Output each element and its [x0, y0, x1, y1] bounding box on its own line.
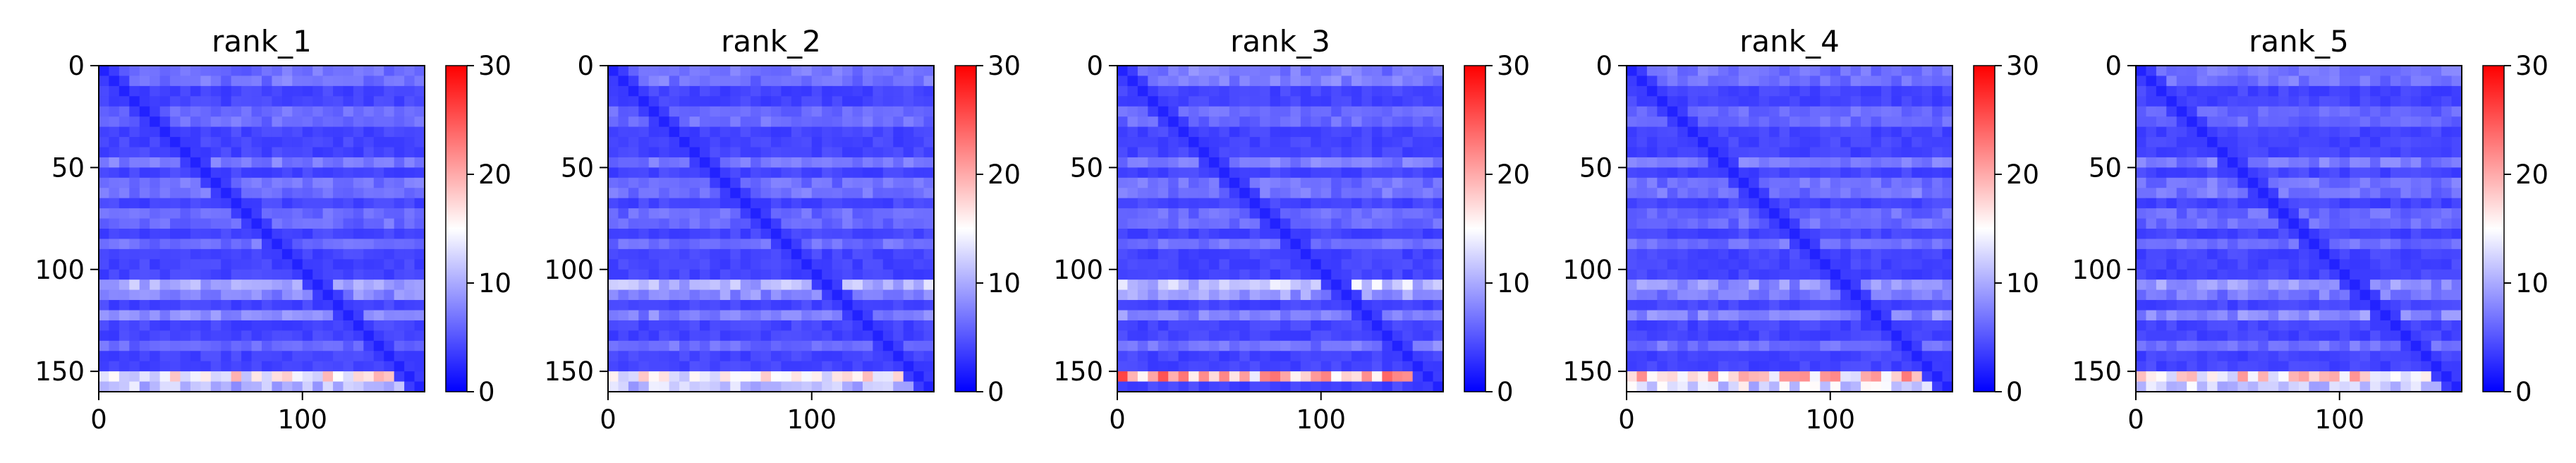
heatmap-cells	[2136, 66, 2462, 392]
axes-frame	[1117, 65, 1444, 392]
x-tick-label: 100	[1805, 404, 1855, 435]
x-tick-label: 100	[1296, 404, 1346, 435]
y-tick-label: 50	[561, 152, 594, 183]
y-tick-label: 50	[1579, 152, 1612, 183]
x-tick-label: 0	[1618, 404, 1635, 435]
colorbar-frame	[445, 65, 468, 392]
heatmap-cells	[99, 66, 425, 392]
x-tick-label: 0	[2127, 404, 2144, 435]
x-tick-label: 0	[90, 404, 107, 435]
x-tick-label: 100	[277, 404, 327, 435]
colorbar-tick-label: 30	[2515, 51, 2548, 81]
panel-title: rank_4	[1739, 24, 1840, 59]
colorbar-tick-label: 10	[2006, 268, 2039, 299]
y-tick-label: 100	[544, 255, 594, 285]
y-tick-label: 0	[1086, 51, 1103, 81]
colorbar-tick-label: 20	[2006, 160, 2039, 190]
colorbar	[1974, 66, 1995, 392]
colorbar-tick-label: 30	[2006, 51, 2039, 81]
colorbar-tick-label: 20	[988, 160, 1021, 190]
colorbar-frame	[1464, 65, 1486, 392]
y-tick-label: 50	[1070, 152, 1103, 183]
y-tick-label: 50	[51, 152, 85, 183]
colorbar-tick-label: 0	[988, 377, 1004, 407]
axes-frame	[1626, 65, 1953, 392]
y-tick-label: 150	[1053, 356, 1103, 387]
y-tick-label: 50	[2089, 152, 2122, 183]
axes-frame	[2135, 65, 2462, 392]
colorbar-tick-label: 0	[2006, 377, 2023, 407]
x-tick-label: 100	[2314, 404, 2364, 435]
y-tick-label: 100	[1562, 255, 1612, 285]
colorbar-tick-label: 10	[2515, 268, 2548, 299]
y-tick-label: 150	[1562, 356, 1612, 387]
x-tick-label: 0	[600, 404, 616, 435]
y-tick-label: 150	[2072, 356, 2122, 387]
panel-title: rank_5	[2249, 24, 2349, 59]
colorbar	[955, 66, 976, 392]
axes-frame	[98, 65, 425, 392]
y-tick-label: 150	[544, 356, 594, 387]
colorbar-tick-label: 10	[478, 268, 511, 299]
colorbar-tick-label: 0	[2515, 377, 2532, 407]
heatmap-cells	[608, 66, 935, 392]
panel-title: rank_2	[721, 24, 821, 59]
colorbar-frame	[954, 65, 977, 392]
colorbar-tick-label: 10	[1497, 268, 1530, 299]
y-tick-label: 0	[1596, 51, 1612, 81]
colorbar-tick-label: 20	[1497, 160, 1530, 190]
y-tick-label: 150	[35, 356, 85, 387]
colorbar-tick-label: 30	[1497, 51, 1530, 81]
colorbar-tick-label: 30	[478, 51, 511, 81]
panel-title: rank_1	[212, 24, 312, 59]
colorbar	[446, 66, 467, 392]
y-tick-label: 0	[2105, 51, 2122, 81]
panel-title: rank_3	[1230, 24, 1330, 59]
colorbar-frame	[1973, 65, 1995, 392]
x-tick-label: 0	[1109, 404, 1126, 435]
colorbar-tick-label: 0	[478, 377, 495, 407]
heatmap-cells	[1627, 66, 1953, 392]
colorbar-frame	[2482, 65, 2505, 392]
colorbar-tick-label: 30	[988, 51, 1021, 81]
colorbar-tick-label: 10	[988, 268, 1021, 299]
y-tick-label: 100	[2072, 255, 2122, 285]
colorbar-tick-label: 20	[478, 160, 511, 190]
y-tick-label: 0	[577, 51, 594, 81]
heatmap-cells	[1117, 66, 1444, 392]
y-tick-label: 0	[68, 51, 85, 81]
x-tick-label: 100	[786, 404, 837, 435]
y-tick-label: 100	[35, 255, 85, 285]
colorbar-tick-label: 0	[1497, 377, 1514, 407]
colorbar	[2483, 66, 2504, 392]
colorbar-tick-label: 20	[2515, 160, 2548, 190]
colorbar	[1464, 66, 1486, 392]
y-tick-label: 100	[1053, 255, 1103, 285]
axes-frame	[607, 65, 935, 392]
